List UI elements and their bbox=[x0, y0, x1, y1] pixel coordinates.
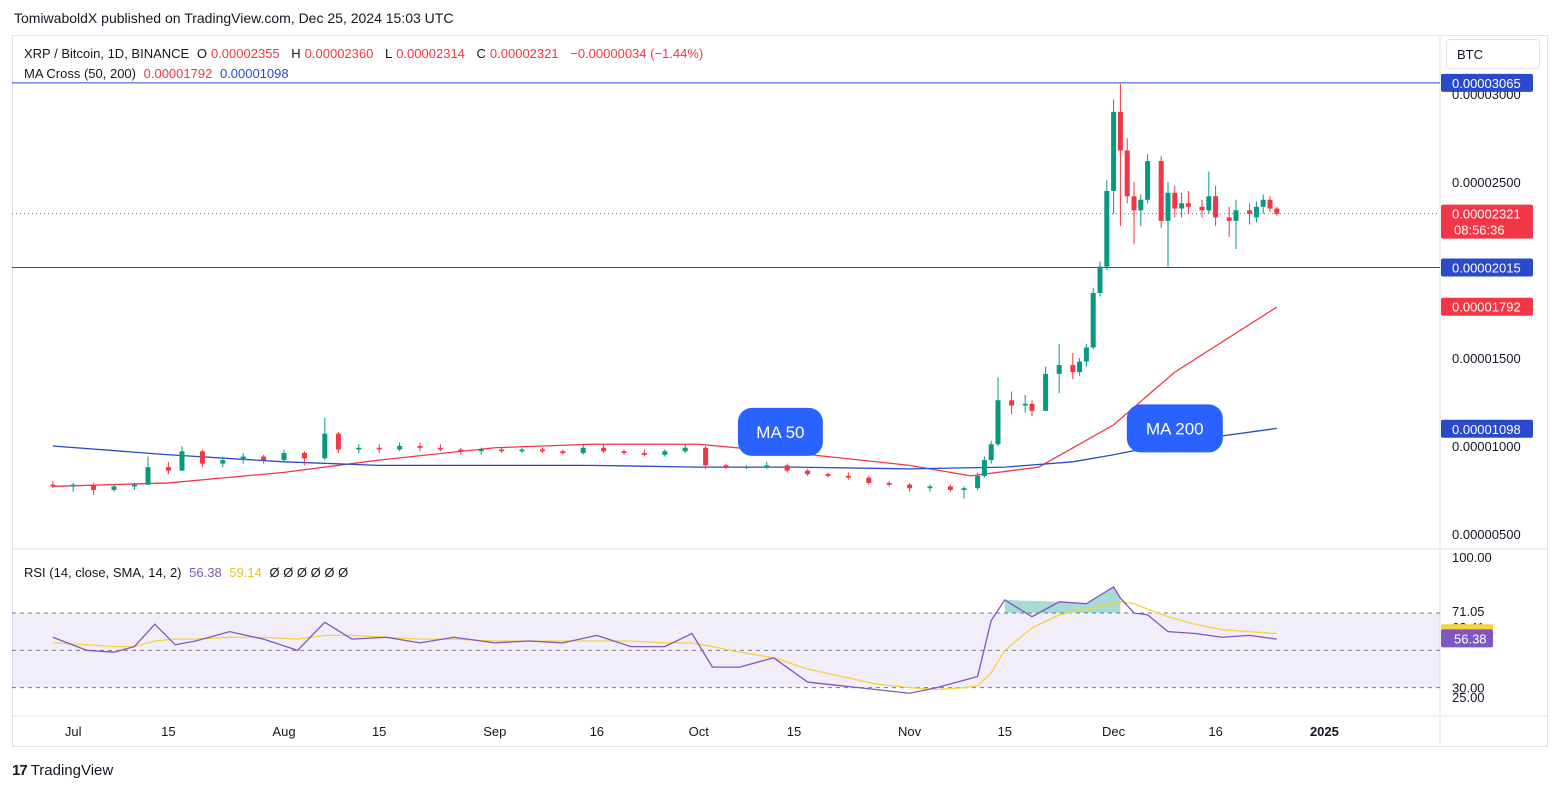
open-label: O bbox=[196, 46, 207, 61]
ma200-value: 0.00001098 bbox=[219, 66, 289, 81]
rsi-legend: RSI (14, close, SMA, 14, 2) 56.38 59.14 … bbox=[24, 565, 352, 580]
rsi-value: 56.38 bbox=[189, 565, 222, 580]
ma50-value: 0.00001792 bbox=[143, 66, 213, 81]
ma-legend: MA Cross (50, 200) 0.00001792 0.00001098 bbox=[24, 66, 293, 81]
close-label: C bbox=[476, 46, 486, 61]
low-value: 0.00002314 bbox=[396, 46, 465, 61]
ma-label[interactable]: MA Cross (50, 200) bbox=[24, 66, 136, 81]
change-value: −0.00000034 (−1.44%) bbox=[570, 46, 704, 61]
tradingview-logo-icon: 17 bbox=[12, 762, 28, 779]
chart-frame bbox=[12, 35, 1548, 747]
rsi-label[interactable]: RSI (14, close, SMA, 14, 2) bbox=[24, 565, 182, 580]
low-label: L bbox=[384, 46, 393, 61]
symbol-legend: XRP / Bitcoin, 1D, BINANCE O 0.00002355 H… bbox=[24, 46, 707, 61]
rsi-sma-value: 59.14 bbox=[229, 565, 262, 580]
tradingview-logo[interactable]: 17 TradingView bbox=[12, 762, 113, 779]
tradingview-brand: TradingView bbox=[30, 762, 114, 779]
publisher-header: TomiwaboldX published on TradingView.com… bbox=[14, 10, 454, 26]
rsi-empty-values: Ø Ø Ø Ø Ø Ø bbox=[269, 565, 349, 580]
symbol-name[interactable]: XRP / Bitcoin, 1D, BINANCE bbox=[24, 46, 190, 61]
close-value: 0.00002321 bbox=[489, 46, 559, 61]
high-label: H bbox=[291, 46, 301, 61]
high-value: 0.00002360 bbox=[304, 46, 374, 61]
currency-button[interactable]: BTC bbox=[1446, 39, 1540, 69]
open-value: 0.00002355 bbox=[210, 46, 280, 61]
